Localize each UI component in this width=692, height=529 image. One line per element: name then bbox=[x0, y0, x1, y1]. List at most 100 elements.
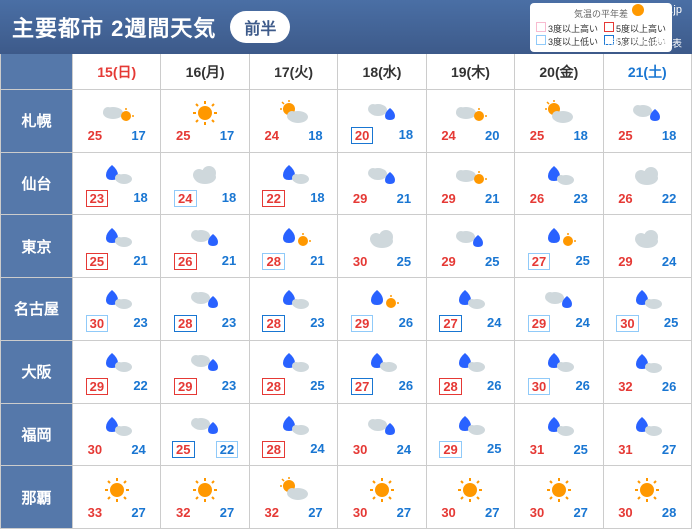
day-header: 15(日) bbox=[73, 54, 161, 90]
high-temp: 30 bbox=[618, 505, 632, 520]
low-temp: 18 bbox=[308, 128, 322, 143]
city-label: 仙台 bbox=[1, 153, 73, 216]
forecast-cell: 2825 bbox=[250, 341, 338, 404]
sun-icon bbox=[632, 4, 644, 16]
weather-icon bbox=[364, 475, 400, 505]
low-temp: 26 bbox=[487, 378, 501, 395]
high-temp: 30 bbox=[530, 505, 544, 520]
high-temp: 23 bbox=[86, 190, 108, 207]
weather-icon bbox=[276, 98, 312, 128]
weather-icon bbox=[99, 223, 135, 253]
weather-icon bbox=[629, 412, 665, 442]
city-label: 那覇 bbox=[1, 466, 73, 529]
low-temp: 21 bbox=[133, 253, 147, 270]
day-header: 17(火) bbox=[250, 54, 338, 90]
weather-icon bbox=[187, 411, 223, 441]
low-temp: 24 bbox=[131, 442, 145, 457]
day-header: 19(木) bbox=[427, 54, 515, 90]
day-header: 16(月) bbox=[161, 54, 249, 90]
forecast-cell: 3025 bbox=[338, 215, 426, 278]
low-temp: 17 bbox=[220, 128, 234, 143]
forecast-cell: 29 24 bbox=[515, 278, 603, 341]
low-temp: 24 bbox=[575, 315, 589, 332]
weather-icon bbox=[187, 285, 223, 315]
title: 主要都市 2週間天気 bbox=[12, 11, 216, 43]
weather-icon bbox=[276, 411, 312, 441]
low-temp: 18 bbox=[310, 190, 324, 207]
low-temp: 21 bbox=[397, 191, 411, 206]
low-temp: 25 bbox=[485, 254, 499, 269]
low-temp: 25 bbox=[664, 315, 678, 332]
weather-icon bbox=[452, 98, 488, 128]
weather-icon bbox=[452, 348, 488, 378]
forecast-cell: 3026 bbox=[515, 341, 603, 404]
high-temp: 30 bbox=[353, 442, 367, 457]
low-temp: 26 bbox=[399, 378, 413, 395]
weather-icon bbox=[187, 160, 223, 190]
city-label: 福岡 bbox=[1, 404, 73, 467]
weather-icon bbox=[541, 412, 577, 442]
low-temp: 25 bbox=[310, 378, 324, 395]
forecast-cell: 22 18 bbox=[250, 153, 338, 216]
forecast-cell: 2621 bbox=[161, 215, 249, 278]
forecast-cell: 2318 bbox=[73, 153, 161, 216]
high-temp: 27 bbox=[439, 315, 461, 332]
forecast-cell: 2923 bbox=[161, 341, 249, 404]
high-temp: 24 bbox=[174, 190, 196, 207]
weather-icon bbox=[187, 348, 223, 378]
header: 主要都市 2週間天気 前半 気温の平年差 3度以上高い 5度以上高い 3度以上低… bbox=[0, 0, 692, 54]
high-temp: 32 bbox=[618, 379, 632, 394]
high-temp: 31 bbox=[618, 442, 632, 457]
low-temp: 25 bbox=[575, 253, 589, 270]
weather-icon bbox=[452, 224, 488, 254]
city-label: 大阪 bbox=[1, 341, 73, 404]
high-temp: 28 bbox=[439, 378, 461, 395]
forecast-cell: 2724 bbox=[427, 278, 515, 341]
low-temp: 18 bbox=[573, 128, 587, 143]
high-temp: 25 bbox=[618, 128, 632, 143]
weather-icon bbox=[364, 224, 400, 254]
high-temp: 26 bbox=[174, 253, 196, 270]
high-temp: 30 bbox=[353, 505, 367, 520]
high-temp: 32 bbox=[264, 505, 278, 520]
low-temp: 27 bbox=[397, 505, 411, 520]
high-temp: 28 bbox=[174, 315, 196, 332]
forecast-cell: 2925 bbox=[427, 215, 515, 278]
forecast-cell: 30 27 bbox=[338, 466, 426, 529]
low-temp: 27 bbox=[662, 442, 676, 457]
weather-icon bbox=[629, 98, 665, 128]
weather-icon bbox=[541, 223, 577, 253]
low-temp: 23 bbox=[573, 191, 587, 206]
high-temp: 29 bbox=[86, 378, 108, 395]
forecast-cell: 2517 bbox=[161, 90, 249, 153]
low-temp: 27 bbox=[220, 505, 234, 520]
weather-icon bbox=[452, 411, 488, 441]
weather-icon bbox=[629, 349, 665, 379]
high-temp: 26 bbox=[618, 191, 632, 206]
weather-icon bbox=[629, 475, 665, 505]
high-temp: 28 bbox=[262, 315, 284, 332]
weather-icon bbox=[629, 161, 665, 191]
issued-time: 8月14日12時発表 bbox=[604, 35, 682, 50]
high-temp: 22 bbox=[262, 190, 284, 207]
high-temp: 31 bbox=[530, 442, 544, 457]
low-temp: 23 bbox=[133, 315, 147, 332]
city-label: 札幌 bbox=[1, 90, 73, 153]
high-temp: 33 bbox=[88, 505, 102, 520]
city-label: 東京 bbox=[1, 215, 73, 278]
forecast-cell: 2518 bbox=[515, 90, 603, 153]
low-temp: 17 bbox=[131, 128, 145, 143]
forecast-cell: 2924 bbox=[604, 215, 692, 278]
low-temp: 22 bbox=[662, 191, 676, 206]
low-temp: 21 bbox=[310, 253, 324, 270]
weather-icon bbox=[99, 285, 135, 315]
forecast-cell: 2517 bbox=[73, 90, 161, 153]
weather-icon bbox=[452, 475, 488, 505]
forecast-cell: 2823 bbox=[161, 278, 249, 341]
high-temp: 29 bbox=[528, 315, 550, 332]
high-temp: 30 bbox=[528, 378, 550, 395]
low-temp: 27 bbox=[131, 505, 145, 520]
forecast-cell: 2522 bbox=[161, 404, 249, 467]
forecast-cell: 3227 bbox=[161, 466, 249, 529]
weather-icon bbox=[99, 475, 135, 505]
